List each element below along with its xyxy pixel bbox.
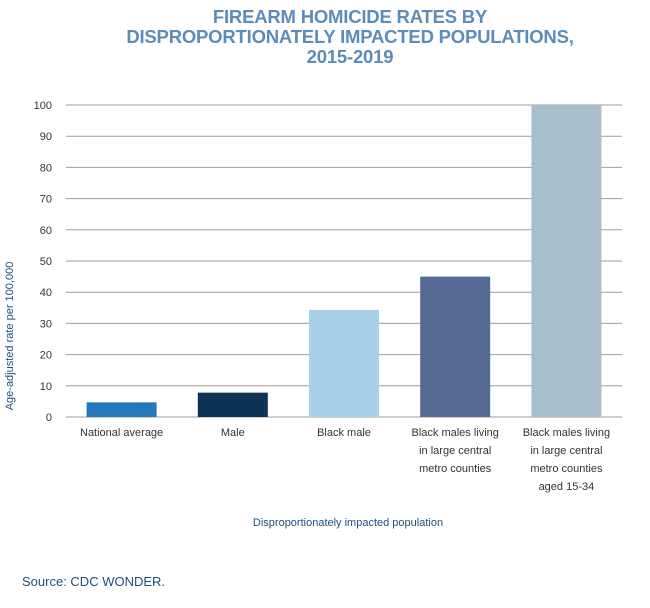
y-tick-label: 70 <box>40 194 52 206</box>
y-tick-label: 10 <box>40 381 52 393</box>
y-tick-label: 90 <box>40 131 52 143</box>
y-axis-label: Age-adjusted rate per 100,000 <box>4 262 16 411</box>
y-tick-label: 50 <box>40 256 52 268</box>
y-axis-ticks: 0 10 20 30 40 50 60 70 80 90 100 <box>34 100 52 424</box>
x-tick-label: Black males living in large central metro … <box>523 427 610 493</box>
bars <box>86 105 602 417</box>
bar-chart: 0 10 20 30 40 50 60 70 80 90 100 National average M… <box>4 100 622 529</box>
chart-title-line-3: 2015-2019 <box>306 46 394 67</box>
bar <box>197 392 268 417</box>
y-tick-label: 100 <box>34 100 52 112</box>
chart-title-line-2: DISPROPORTIONATELY IMPACTED POPULATIONS, <box>126 26 574 47</box>
bar <box>531 105 602 417</box>
y-tick-label: 30 <box>40 318 52 330</box>
bar <box>309 309 379 417</box>
x-axis-ticks: National average Male Black male Black male… <box>80 427 610 493</box>
chart-title-line-1: FIREARM HOMICIDE RATES BY <box>212 6 488 27</box>
x-tick-label: Black males living in large central metro … <box>411 427 498 475</box>
x-tick-label: Male <box>221 427 245 439</box>
x-tick-label: National average <box>80 427 163 439</box>
y-tick-label: 0 <box>46 412 52 424</box>
bar <box>420 276 491 417</box>
x-tick-label: Black male <box>317 427 371 439</box>
y-tick-label: 40 <box>40 287 52 299</box>
source-note: Source: CDC WONDER. <box>22 574 166 589</box>
bar <box>86 402 157 417</box>
y-tick-label: 80 <box>40 162 52 174</box>
x-axis-label: Disproportionately impacted population <box>253 517 443 529</box>
y-tick-label: 20 <box>40 350 52 362</box>
y-tick-label: 60 <box>40 225 52 237</box>
